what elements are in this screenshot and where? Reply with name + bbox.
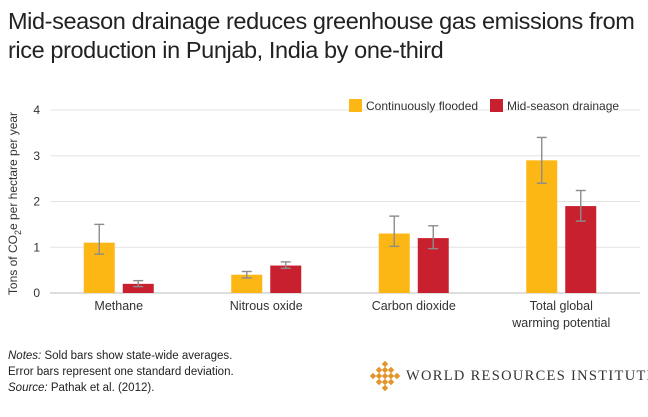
logo-diamond	[375, 378, 383, 386]
bar	[270, 265, 302, 293]
y-tick-label: 3	[33, 149, 40, 163]
logo-diamond	[375, 366, 383, 374]
logo-diamond	[381, 384, 389, 391]
notes-label: Notes:	[8, 350, 42, 362]
x-tick-label: Carbon dioxide	[372, 299, 456, 313]
x-tick-label: warming potential	[511, 316, 610, 330]
chart-title: Mid-season drainage reduces greenhouse g…	[8, 8, 635, 63]
logo-diamond	[381, 366, 389, 374]
y-axis-label-subscript: 2	[13, 230, 23, 235]
legend-swatch	[349, 99, 362, 112]
logo-diamond	[381, 378, 389, 386]
wri-logo-text: WORLD RESOURCES INSTITUTE	[406, 367, 648, 384]
wri-logo-icon	[370, 361, 400, 391]
logo-diamond	[381, 361, 389, 368]
logo-diamond	[387, 378, 395, 386]
y-tick-label: 4	[33, 103, 40, 117]
wri-logo: WORLD RESOURCES INSTITUTE	[370, 360, 648, 392]
logo-diamond	[387, 366, 395, 374]
source-label: Source:	[8, 382, 48, 394]
logo-diamond	[370, 372, 377, 380]
chart-notes: Notes: Sold bars show state-wide average…	[8, 348, 234, 396]
notes-line-1: Notes: Sold bars show state-wide average…	[8, 348, 234, 364]
bar	[231, 274, 263, 293]
notes-line-2: Error bars represent one standard deviat…	[8, 366, 234, 378]
x-tick-label: Nitrous oxide	[230, 299, 303, 313]
legend-label: Continuously flooded	[366, 99, 478, 113]
legend-label: Mid-season drainage	[507, 99, 619, 113]
y-axis-label-part: Tons of CO	[6, 235, 20, 295]
logo-diamond	[381, 372, 389, 380]
logo-diamond	[375, 372, 383, 380]
y-tick-label: 1	[33, 240, 40, 254]
y-axis-label: Tons of CO2e per hectare per year	[6, 112, 23, 295]
y-tick-label: 0	[33, 286, 40, 300]
y-axis-label-part: e per hectare per year	[6, 112, 20, 230]
notes-text: Sold bars show state-wide averages.	[41, 350, 233, 362]
y-tick-label: 2	[33, 195, 40, 209]
source-text: Pathak et al. (2012).	[47, 382, 155, 394]
x-tick-label: Methane	[94, 299, 143, 313]
source-line: Source: Pathak et al. (2012).	[8, 380, 234, 396]
logo-diamond	[387, 372, 395, 380]
legend-swatch	[490, 99, 503, 112]
x-tick-label: Total global	[530, 299, 593, 313]
bar	[122, 283, 154, 293]
logo-diamond	[393, 372, 400, 380]
